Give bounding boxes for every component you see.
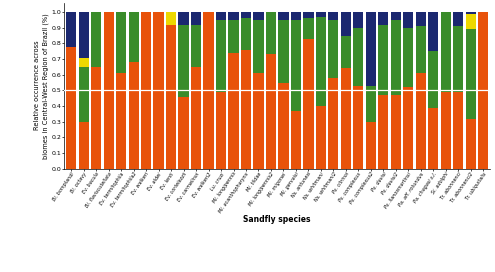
Bar [278, 82, 289, 169]
Bar [291, 20, 301, 111]
Bar [228, 12, 239, 20]
Bar [316, 106, 326, 169]
Bar [378, 12, 389, 25]
Bar [403, 12, 413, 28]
Bar [266, 54, 276, 169]
Bar [466, 29, 476, 119]
Bar [79, 12, 89, 57]
Bar [79, 57, 89, 67]
Bar [428, 12, 439, 51]
Bar [266, 12, 276, 54]
Bar [478, 12, 488, 169]
Bar [328, 78, 339, 169]
Bar [179, 25, 189, 97]
Bar [341, 12, 351, 36]
Bar [241, 12, 251, 18]
Bar [341, 69, 351, 169]
Bar [391, 12, 401, 20]
Bar [303, 18, 313, 39]
Bar [353, 12, 363, 28]
Bar [316, 17, 326, 106]
Bar [179, 12, 189, 25]
Bar [191, 25, 201, 67]
Bar [378, 25, 389, 95]
Bar [278, 12, 289, 20]
Bar [353, 28, 363, 86]
Bar [416, 73, 426, 169]
Bar [66, 47, 76, 169]
Bar [216, 12, 226, 20]
Bar [416, 12, 426, 26]
X-axis label: Sandfly species: Sandfly species [244, 215, 311, 224]
Bar [66, 12, 76, 47]
Bar [428, 51, 439, 108]
Bar [303, 39, 313, 169]
Bar [103, 12, 114, 169]
Bar [303, 12, 313, 18]
Bar [179, 97, 189, 169]
Bar [191, 67, 201, 169]
Bar [116, 73, 126, 169]
Bar [153, 12, 164, 169]
Bar [328, 20, 339, 78]
Bar [228, 20, 239, 53]
Bar [391, 20, 401, 95]
Bar [129, 62, 139, 169]
Bar [129, 12, 139, 62]
Bar [441, 12, 451, 92]
Bar [141, 12, 151, 169]
Bar [116, 12, 126, 73]
Bar [316, 12, 326, 17]
Bar [91, 67, 101, 169]
Bar [453, 92, 463, 169]
Bar [216, 92, 226, 169]
Bar [428, 108, 439, 169]
Bar [328, 12, 339, 20]
Bar [453, 26, 463, 92]
Bar [391, 95, 401, 169]
Bar [366, 122, 376, 169]
Bar [403, 28, 413, 87]
Bar [166, 12, 176, 25]
Bar [366, 12, 376, 86]
Bar [291, 111, 301, 169]
Bar [278, 20, 289, 82]
Bar [79, 67, 89, 122]
Bar [166, 25, 176, 169]
Bar [253, 20, 264, 73]
Bar [91, 12, 101, 67]
Bar [403, 87, 413, 169]
Bar [466, 12, 476, 14]
Bar [453, 12, 463, 26]
Bar [378, 95, 389, 169]
Bar [441, 92, 451, 169]
Y-axis label: Relative occurrence across
biomes in Central-West Region of Brazil (%): Relative occurrence across biomes in Cen… [35, 13, 49, 159]
Bar [253, 12, 264, 20]
Bar [466, 14, 476, 29]
Bar [203, 12, 214, 169]
Bar [79, 122, 89, 169]
Bar [241, 50, 251, 169]
Bar [416, 26, 426, 73]
Bar [241, 18, 251, 50]
Bar [191, 12, 201, 25]
Bar [353, 86, 363, 169]
Bar [216, 20, 226, 92]
Bar [228, 53, 239, 169]
Bar [466, 119, 476, 169]
Bar [291, 12, 301, 20]
Bar [366, 86, 376, 122]
Bar [253, 73, 264, 169]
Bar [341, 36, 351, 69]
